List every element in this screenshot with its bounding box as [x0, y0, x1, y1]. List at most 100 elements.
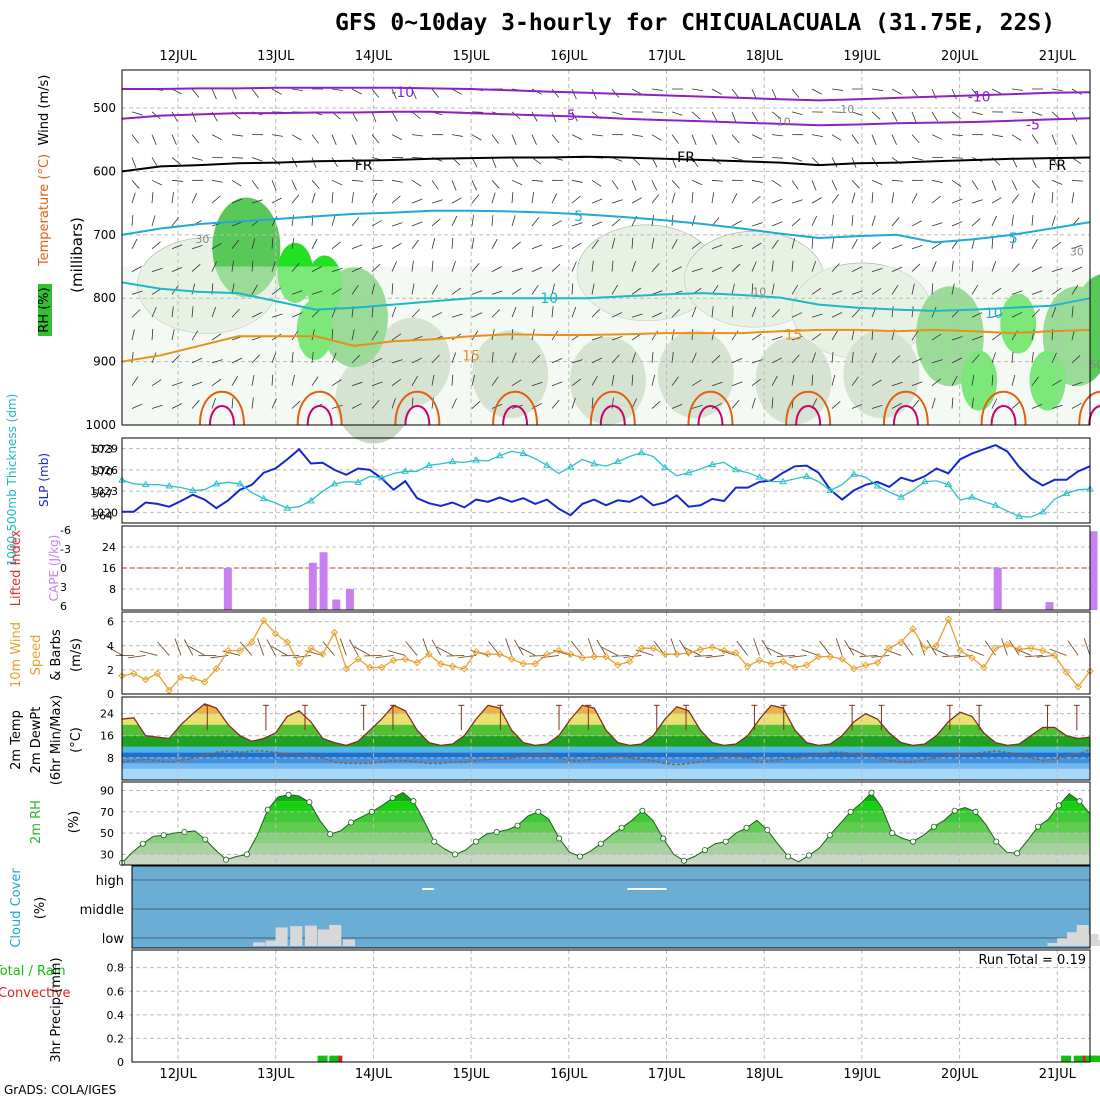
wind-barb: [291, 88, 303, 92]
y-tick-label-li: 3: [60, 581, 67, 594]
wind-barb: [131, 403, 143, 409]
thickness-marker: [991, 501, 1000, 508]
wind-barb: [651, 180, 658, 191]
wind-speed-marker: [826, 652, 835, 661]
wind-barb: [791, 335, 803, 341]
wind-barb: [711, 179, 723, 182]
wind-barb: [251, 260, 254, 272]
rh-marker: [910, 838, 917, 845]
wind-barb: [831, 214, 834, 227]
wind-barb: [1051, 241, 1062, 250]
wind-barb: [511, 352, 517, 364]
y-axis-label-rh2m: 2m RH: [29, 800, 44, 844]
wind-barb: [551, 263, 561, 272]
wind-barb: [931, 333, 942, 341]
wind-barb: [591, 283, 595, 295]
wind-barb: [231, 357, 243, 364]
wind-barb: [171, 329, 175, 341]
wind-barb: [431, 180, 439, 190]
rh-marker: [223, 856, 230, 863]
wind-barb: [851, 376, 859, 386]
wind-barb-10m: [387, 650, 406, 656]
wind-barb: [351, 285, 359, 295]
panel-frame: [121, 696, 1091, 781]
contour-label: 10: [540, 291, 558, 307]
wind-barb: [811, 157, 821, 166]
wind-speed-marker: [413, 658, 421, 667]
wind-barb: [851, 238, 858, 249]
rh-region-low-layer: [122, 266, 1090, 425]
thickness-marker: [212, 479, 221, 487]
wind-barb: [271, 157, 281, 166]
wind-speed-marker: [921, 644, 929, 652]
y-tick-label-precip: 0: [117, 1056, 124, 1069]
wind-barb: [691, 215, 696, 227]
wind-barb: [911, 157, 923, 161]
wind-barb: [531, 157, 542, 165]
wind-barb: [751, 306, 757, 318]
isotherm-25-loop: [795, 405, 822, 426]
wind-barb: [1071, 355, 1081, 364]
thickness-marker: [283, 504, 292, 511]
wind-barb: [1011, 180, 1018, 191]
wind-barb: [411, 239, 419, 250]
wind-barb: [531, 266, 543, 272]
isotherm-5: [121, 209, 1091, 244]
wind-barb: [431, 88, 440, 98]
wind-barb: [831, 330, 839, 341]
wind-barb: [831, 157, 838, 168]
wind-barb: [591, 397, 594, 409]
wind-speed-marker: [861, 661, 870, 669]
wind-barb: [131, 290, 143, 295]
wind-barb: [311, 329, 315, 341]
wind-barb: [131, 134, 140, 144]
wind-barb: [731, 306, 734, 318]
wind-barb: [891, 402, 902, 409]
low-cloud-bar: [1086, 934, 1099, 946]
wind-barb: [871, 241, 882, 250]
wind-barb: [1051, 111, 1061, 120]
temp-band: [122, 746, 1090, 753]
thickness-marker: [684, 468, 693, 476]
wind-speed-marker: [259, 616, 268, 625]
x-tick-label-bottom: 15JUL: [453, 1067, 491, 1082]
x-tick-label-bottom: 12JUL: [159, 1067, 197, 1082]
x-tick-label-top: 13JUL: [257, 49, 295, 64]
y-tick-label: 900: [93, 355, 116, 369]
wind-barb: [171, 244, 183, 250]
isotherm-25-loop: [990, 405, 1017, 426]
wind-barb: [831, 194, 840, 204]
thickness-marker: [354, 478, 362, 485]
wind-barb: [411, 260, 414, 272]
wind-barb: [771, 357, 783, 364]
wind-barb: [711, 244, 723, 250]
precip-total-bar: [1073, 1055, 1084, 1062]
contour-label: 30: [1070, 246, 1084, 259]
cape-bar: [332, 599, 341, 610]
wind-barb: [751, 134, 763, 140]
wind-barb: [891, 134, 897, 145]
thickness-marker: [472, 456, 481, 463]
wind-barb: [631, 197, 642, 204]
wind-barb: [1011, 134, 1022, 141]
rh-marker: [597, 840, 604, 847]
wind-barb: [411, 221, 423, 227]
wind-barb: [651, 88, 663, 91]
wind-barb: [471, 157, 478, 168]
wind-barb: [811, 333, 822, 341]
x-tick-label-bottom: 18JUL: [746, 1067, 784, 1082]
y-tick-label: 600: [93, 164, 116, 178]
wind-barb-10m: [587, 638, 595, 656]
wind-barb: [891, 355, 901, 364]
wind-barb: [571, 397, 576, 409]
wind-barb: [1011, 374, 1016, 386]
rh-marker: [889, 830, 896, 837]
y-tick-label-thickness: 573: [92, 443, 113, 456]
rh-region-50: [843, 330, 920, 419]
wind-barb: [891, 88, 902, 95]
wind-barb: [251, 238, 256, 249]
rh-band: [122, 822, 1090, 834]
wind-barb: [911, 283, 915, 295]
wind-barb: [191, 157, 203, 161]
rh-band: [122, 854, 1090, 865]
